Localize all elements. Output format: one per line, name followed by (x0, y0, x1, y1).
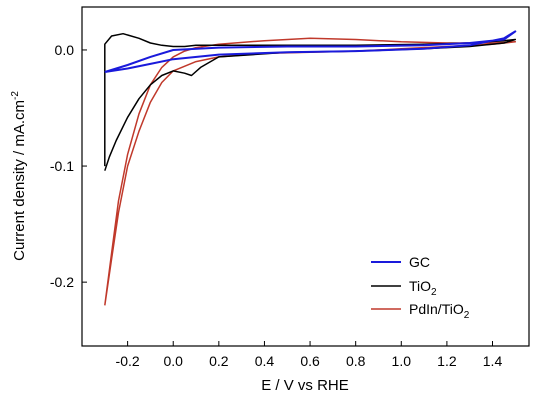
series-line-tio2 (104, 32, 517, 171)
x-tick-label: 0.2 (209, 353, 229, 369)
x-tick-label: 0.6 (300, 353, 320, 369)
series-line-gc (104, 30, 517, 73)
x-tick-label: 1.2 (437, 353, 457, 369)
plot-frame (81, 6, 530, 347)
y-tick-label: -0.1 (50, 158, 74, 174)
legend-label-tio2-main: TiO (409, 278, 431, 294)
x-tick-label: -0.2 (116, 353, 140, 369)
legend-item-tio2: TiO2 (371, 278, 437, 298)
y-axis-title: Current density / mA.cm-2 (10, 91, 28, 261)
x-tick-label: 1.4 (483, 353, 503, 369)
legend-label-pdin-tio2-sub: 2 (464, 310, 470, 321)
x-axis-title: E / V vs RHE (261, 377, 349, 394)
x-tick-label: 0.4 (255, 353, 275, 369)
x-tick-label: 0.8 (346, 353, 366, 369)
legend-item-gc: GC (371, 254, 430, 270)
legend-label-tio2: TiO2 (409, 278, 437, 298)
y-tick-label: 0.0 (55, 42, 75, 58)
legend-label-tio2-sub: 2 (431, 287, 437, 298)
series-layer (104, 30, 517, 306)
series-line-pdin-tio2 (104, 37, 517, 306)
y-tick-label: -0.2 (50, 274, 74, 290)
y-axis-title-sup: -2 (10, 91, 21, 100)
legend-label-pdin-tio2-main: PdIn/TiO (409, 301, 464, 317)
legend-label-pdin-tio2: PdIn/TiO2 (409, 301, 470, 321)
x-tick-label: 0.0 (163, 353, 183, 369)
legend-item-pdin-tio2: PdIn/TiO2 (371, 301, 470, 321)
x-tick-label: 1.0 (392, 353, 412, 369)
axis-ticks: -0.2 0.0 0.2 0.4 0.6 0.8 1.0 1.2 1.4 -0.2 -0.1 0.0 (50, 42, 503, 369)
legend: GC TiO2 PdIn/TiO2 (371, 254, 470, 321)
y-axis-title-main: Current density / mA.cm (11, 100, 28, 261)
legend-label-gc: GC (409, 254, 430, 270)
